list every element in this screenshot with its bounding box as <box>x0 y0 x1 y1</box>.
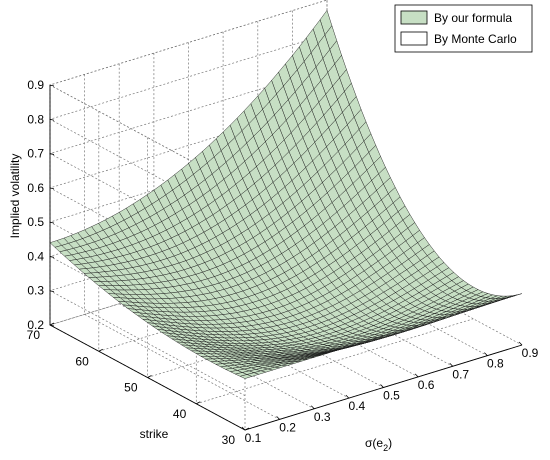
x-tick-mark <box>49 322 55 326</box>
y-tick-label: 0.4 <box>349 399 366 413</box>
z-tick-label: 0.7 <box>27 147 44 161</box>
surface-cell <box>239 374 253 379</box>
legend-swatch-formula <box>400 10 428 25</box>
y-tick-mark <box>345 394 350 399</box>
y-tick-mark <box>241 426 246 431</box>
y-tick-label: 0.9 <box>522 346 539 360</box>
z-tick-mark <box>49 256 55 258</box>
z-tick-label: 0.9 <box>27 78 44 92</box>
z-tick-mark <box>49 290 55 293</box>
x-tick-mark <box>244 427 250 431</box>
x-tick-label: 60 <box>75 354 89 368</box>
z-tick-mark <box>49 221 55 224</box>
x-axis-label: strike <box>140 427 169 441</box>
z-tick-label: 0.3 <box>27 284 44 298</box>
y-tick-mark <box>518 341 523 346</box>
z-tick-mark <box>49 187 55 190</box>
legend-label-formula: By our formula <box>434 11 512 25</box>
y-tick-label: 0.7 <box>452 367 469 381</box>
z-tick-label: 0.2 <box>27 318 44 332</box>
legend-label-montecarlo: By Monte Carlo <box>434 32 517 46</box>
x-tick-label: 30 <box>222 433 236 447</box>
y-tick-label: 0.6 <box>418 378 435 392</box>
legend-swatch-montecarlo <box>400 31 428 46</box>
tick-labels: 0.2 0.3 0.4 0.5 0.6 0.7 0.8 0.9 30 40 50 60 70 0.1 0.2… <box>27 78 539 447</box>
x-tick-label: 40 <box>173 407 187 421</box>
y-tick-mark <box>276 416 280 420</box>
y-axis-label: σ(e2) <box>365 436 392 453</box>
y-tick-label: 0.5 <box>383 389 400 403</box>
z-tick-label: 0.8 <box>27 112 44 126</box>
y-tick-mark <box>310 405 315 410</box>
z-tick-mark <box>49 153 55 155</box>
z-tick-mark <box>49 84 55 87</box>
y-tick-label: 0.2 <box>279 420 296 434</box>
y-axis-label-main: σ(e <box>365 436 383 450</box>
y-axis-label-close: ) <box>388 436 392 450</box>
y-tick-mark <box>380 384 384 388</box>
z-tick-mark <box>49 118 55 121</box>
x-tick-mark <box>147 375 152 378</box>
surface-mesh <box>49 9 523 379</box>
x-tick-label: 70 <box>27 328 41 342</box>
y-tick-label: 0.1 <box>245 431 262 445</box>
y-tick-mark <box>449 362 454 367</box>
x-tick-label: 50 <box>124 381 138 395</box>
y-tick-label: 0.3 <box>314 410 331 424</box>
z-tick-label: 0.5 <box>27 215 44 229</box>
y-tick-mark <box>414 373 419 378</box>
z-tick-label: 0.4 <box>27 249 44 263</box>
x-tick-mark <box>98 348 103 352</box>
z-tick-mark <box>49 324 55 327</box>
z-tick-label: 0.6 <box>27 181 44 195</box>
y-tick-label: 0.8 <box>487 357 504 371</box>
grid-line <box>84 74 280 420</box>
y-axis-label-sub: 2 <box>383 443 388 453</box>
y-tick-mark <box>484 352 488 356</box>
x-tick-mark <box>196 401 201 405</box>
z-axis-label: Implied volatility <box>8 154 22 239</box>
legend: By our formula By Monte Carlo <box>394 4 533 53</box>
